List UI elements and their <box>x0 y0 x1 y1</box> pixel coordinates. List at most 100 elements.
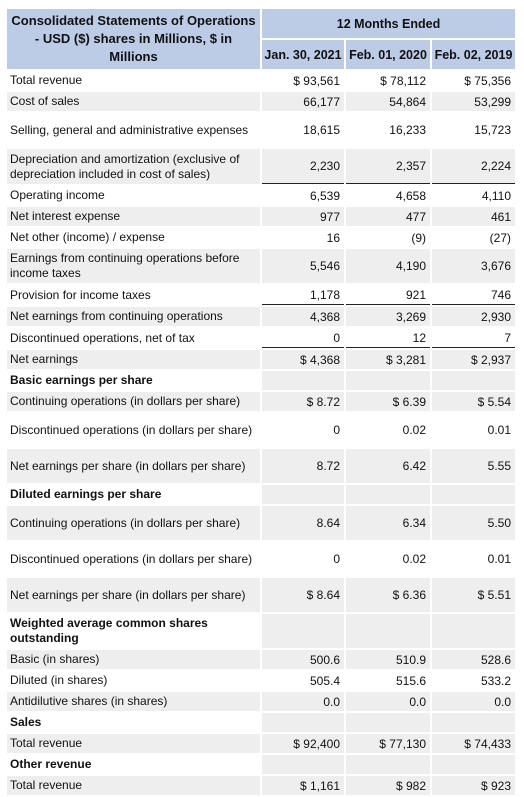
table-row: Net earnings $ 4,368 $ 3,281 $ 2,937 <box>7 350 515 369</box>
row-value <box>262 614 344 648</box>
table-row: Antidilutive shares (in shares) 0.0 0.0 0.0 <box>7 692 515 711</box>
row-value: $ 5.51 <box>432 578 515 612</box>
table-row: Selling, general and administrative expe… <box>7 113 515 147</box>
row-value: $ 78,112 <box>346 71 430 90</box>
row-value: 8.64 <box>262 506 344 540</box>
row-value: 477 <box>346 207 430 226</box>
row-value: 500.6 <box>262 650 344 669</box>
row-label: Basic (in shares) <box>7 650 260 669</box>
row-value: (27) <box>432 228 515 247</box>
table-row: Provision for income taxes 1,178 921 746 <box>7 285 515 305</box>
row-value: 16,233 <box>346 113 430 147</box>
table-row: Net earnings from continuing operations 4… <box>7 307 515 326</box>
row-value <box>262 755 344 774</box>
row-value <box>346 614 430 648</box>
row-value: 1,178 <box>262 285 344 305</box>
row-label: Total revenue <box>7 734 260 753</box>
row-value: 15,723 <box>432 113 515 147</box>
row-value: 4,110 <box>432 186 515 205</box>
row-label: Net earnings per share (in dollars per s… <box>7 578 260 612</box>
row-value: 0.02 <box>346 413 430 447</box>
row-value: 0 <box>262 542 344 576</box>
table-row: Total revenue $ 93,561 $ 78,112 $ 75,356 <box>7 71 515 90</box>
row-value: 7 <box>432 328 515 348</box>
row-value <box>346 713 430 732</box>
row-label: Basic earnings per share <box>7 371 260 390</box>
row-value <box>346 485 430 504</box>
row-value: 921 <box>346 285 430 305</box>
row-value: 4,190 <box>346 249 430 283</box>
row-value: 0.02 <box>346 542 430 576</box>
row-value: $ 75,356 <box>432 71 515 90</box>
table-row: Continuing operations (in dollars per sh… <box>7 392 515 411</box>
row-label: Total revenue <box>7 71 260 90</box>
row-label: Sales <box>7 713 260 732</box>
row-value: $ 2,937 <box>432 350 515 369</box>
row-label: Continuing operations (in dollars per sh… <box>7 506 260 540</box>
row-value <box>432 755 515 774</box>
row-value: 6.34 <box>346 506 430 540</box>
table-row: Discontinued operations (in dollars per … <box>7 542 515 576</box>
operations-table: Consolidated Statements of Operations - … <box>5 7 517 797</box>
row-value: $ 4,368 <box>262 350 344 369</box>
row-value: 746 <box>432 285 515 305</box>
row-value: 0.0 <box>346 692 430 711</box>
row-label: Diluted earnings per share <box>7 485 260 504</box>
table-row: Diluted (in shares) 505.4 515.6 533.2 <box>7 671 515 690</box>
row-value: 515.6 <box>346 671 430 690</box>
row-value: 6.42 <box>346 449 430 483</box>
table-row: Discontinued operations (in dollars per … <box>7 413 515 447</box>
row-value: 6,539 <box>262 186 344 205</box>
table-row: Continuing operations (in dollars per sh… <box>7 506 515 540</box>
row-label: Other revenue <box>7 755 260 774</box>
row-label: Selling, general and administrative expe… <box>7 113 260 147</box>
row-label: Net interest expense <box>7 207 260 226</box>
row-label: Cost of sales <box>7 92 260 111</box>
row-value: $ 5.54 <box>432 392 515 411</box>
row-label: Net earnings <box>7 350 260 369</box>
row-value: $ 6.39 <box>346 392 430 411</box>
row-value: 8.72 <box>262 449 344 483</box>
table-row: Depreciation and amortization (exclusive… <box>7 149 515 184</box>
row-value: 0 <box>262 413 344 447</box>
row-value: 16 <box>262 228 344 247</box>
row-value: 53,299 <box>432 92 515 111</box>
row-label: Provision for income taxes <box>7 285 260 305</box>
row-value: 505.4 <box>262 671 344 690</box>
row-value: 0.01 <box>432 542 515 576</box>
row-value <box>346 371 430 390</box>
row-value: 2,930 <box>432 307 515 326</box>
table-row: Other revenue <box>7 755 515 774</box>
row-label: Continuing operations (in dollars per sh… <box>7 392 260 411</box>
row-value: 2,230 <box>262 149 344 184</box>
row-label: Depreciation and amortization (exclusive… <box>7 149 260 184</box>
row-value: (9) <box>346 228 430 247</box>
table-row: Net earnings per share (in dollars per s… <box>7 449 515 483</box>
row-value: 5.55 <box>432 449 515 483</box>
row-value: $ 8.72 <box>262 392 344 411</box>
row-value: 977 <box>262 207 344 226</box>
column-header-2019: Feb. 02, 2019 <box>432 40 515 69</box>
row-value: 12 <box>346 328 430 348</box>
row-value <box>432 614 515 648</box>
row-value: 533.2 <box>432 671 515 690</box>
row-label: Diluted (in shares) <box>7 671 260 690</box>
table-body: Total revenue $ 93,561 $ 78,112 $ 75,356 Cos… <box>7 71 515 795</box>
row-value: 5,546 <box>262 249 344 283</box>
row-value: 0.0 <box>432 692 515 711</box>
table-title: Consolidated Statements of Operations - … <box>7 9 260 69</box>
row-value: 66,177 <box>262 92 344 111</box>
row-value: 54,864 <box>346 92 430 111</box>
table-row: Weighted average common shares outstandi… <box>7 614 515 648</box>
row-value: $ 92,400 <box>262 734 344 753</box>
row-value: $ 3,281 <box>346 350 430 369</box>
row-value: 510.9 <box>346 650 430 669</box>
row-value: 5.50 <box>432 506 515 540</box>
row-value <box>262 485 344 504</box>
row-value: $ 77,130 <box>346 734 430 753</box>
row-label: Operating income <box>7 186 260 205</box>
row-value: 4,368 <box>262 307 344 326</box>
period-header: 12 Months Ended <box>262 9 515 38</box>
row-label: Discontinued operations (in dollars per … <box>7 413 260 447</box>
row-label: Weighted average common shares outstandi… <box>7 614 260 648</box>
